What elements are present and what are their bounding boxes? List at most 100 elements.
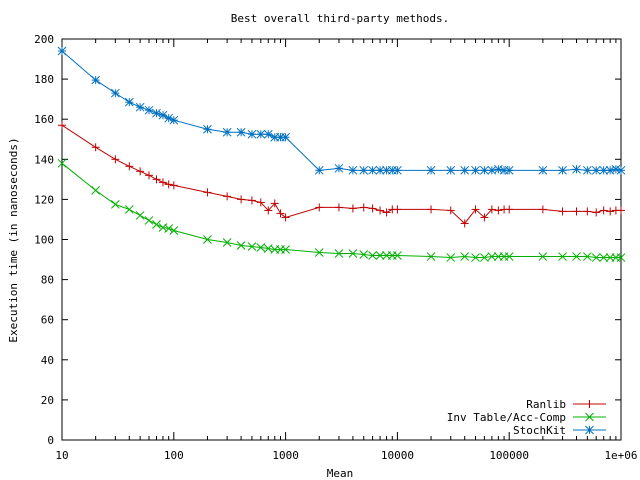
- data-point: [494, 164, 503, 174]
- data-point: [124, 205, 134, 214]
- data-point: [616, 253, 626, 262]
- data-point: [135, 102, 145, 112]
- data-point: [334, 249, 344, 258]
- data-point: [223, 192, 232, 201]
- data-point: [487, 205, 496, 214]
- series-line: [61, 162, 621, 259]
- legend-label: Inv Table/Acc-Comp: [447, 411, 566, 424]
- data-point: [599, 253, 609, 262]
- legend-marker: [585, 400, 594, 408]
- data-point: [471, 205, 480, 214]
- data-point: [368, 251, 377, 260]
- data-point: [256, 129, 266, 139]
- data-point: [136, 167, 145, 176]
- series-inv-table-acc-comp: [57, 158, 626, 262]
- data-point: [538, 165, 548, 175]
- data-point: [505, 205, 514, 214]
- legend-label: StochKit: [513, 424, 566, 437]
- y-tick-label: 140: [34, 153, 54, 166]
- data-point: [504, 252, 514, 261]
- data-point: [582, 165, 592, 175]
- data-point: [152, 175, 161, 184]
- data-point: [538, 205, 547, 214]
- data-point: [446, 253, 456, 262]
- data-point: [426, 165, 436, 175]
- data-point: [314, 248, 324, 257]
- data-point: [247, 129, 257, 139]
- data-point: [583, 207, 592, 216]
- data-point: [494, 206, 503, 215]
- data-point: [164, 113, 174, 123]
- x-tick-label: 1e+06: [604, 449, 637, 462]
- x-axis-label: Mean: [327, 467, 354, 480]
- data-point: [480, 253, 489, 262]
- data-point: [152, 220, 161, 229]
- y-tick-label: 180: [34, 73, 54, 86]
- data-point: [57, 158, 67, 168]
- y-tick-label: 120: [34, 193, 54, 206]
- data-point: [426, 252, 436, 261]
- data-point: [504, 165, 514, 175]
- series-line: [61, 50, 622, 171]
- data-point: [348, 165, 358, 175]
- data-point: [57, 46, 67, 56]
- data-point: [572, 207, 581, 216]
- data-point: [91, 143, 100, 152]
- data-point: [558, 252, 567, 261]
- data-point: [446, 206, 455, 215]
- data-point: [203, 124, 212, 134]
- data-point: [393, 251, 402, 260]
- legend-item: Ranlib: [526, 398, 606, 411]
- data-point: [203, 188, 212, 197]
- data-point: [592, 208, 601, 217]
- plot-border: [61, 38, 622, 441]
- data-point: [616, 165, 626, 175]
- data-point: [256, 198, 265, 207]
- data-point: [270, 199, 279, 208]
- data-point: [538, 252, 548, 261]
- x-tick-label: 10: [55, 449, 68, 462]
- legend-label: Ranlib: [526, 398, 566, 411]
- data-point: [237, 195, 246, 204]
- series-ranlib: [58, 121, 625, 228]
- data-point: [169, 115, 179, 125]
- data-point: [135, 211, 145, 220]
- data-point: [359, 165, 369, 175]
- data-point: [368, 204, 377, 213]
- data-point: [236, 241, 246, 250]
- data-point: [91, 75, 101, 85]
- data-point: [222, 238, 232, 247]
- data-point: [169, 181, 178, 190]
- data-point: [617, 206, 625, 215]
- legend-marker: [585, 425, 594, 435]
- data-point: [348, 204, 357, 213]
- series-stochkit: [57, 46, 626, 175]
- data-point: [152, 108, 161, 118]
- data-point: [247, 242, 257, 251]
- y-tick-label: 80: [41, 274, 54, 287]
- series-layer: [57, 46, 626, 262]
- data-point: [158, 178, 167, 187]
- data-point: [91, 186, 101, 195]
- data-point: [375, 251, 385, 260]
- data-point: [572, 252, 581, 261]
- legend-marker: [585, 412, 594, 422]
- data-point: [144, 216, 154, 225]
- series-line: [61, 124, 621, 225]
- y-tick-label: 100: [34, 234, 54, 247]
- y-tick-label: 20: [41, 394, 54, 407]
- plot-frame: [61, 38, 622, 441]
- data-point: [393, 205, 402, 214]
- data-point: [247, 196, 256, 205]
- data-point: [382, 208, 391, 217]
- x-tick-label: 1000: [272, 449, 299, 462]
- data-point: [144, 171, 153, 180]
- data-point: [368, 165, 377, 175]
- data-point: [605, 165, 615, 175]
- data-point: [111, 155, 120, 164]
- data-point: [144, 105, 154, 115]
- data-point: [110, 200, 120, 209]
- data-point: [487, 252, 497, 261]
- data-point: [110, 88, 120, 98]
- data-point: [281, 245, 290, 254]
